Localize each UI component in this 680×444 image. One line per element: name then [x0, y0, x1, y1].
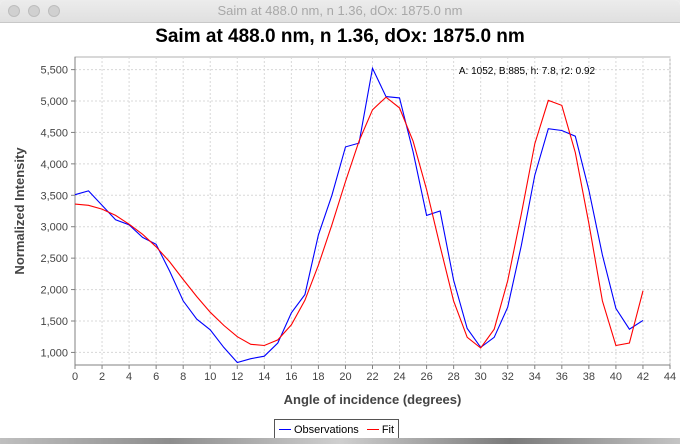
- legend-swatch-fit: [366, 429, 379, 430]
- x-tick-label: 38: [583, 371, 595, 383]
- x-tick-label: 14: [258, 371, 270, 383]
- legend-item-fit: Fit: [366, 423, 395, 436]
- x-tick-label: 40: [610, 371, 622, 383]
- x-tick-label: 16: [285, 371, 297, 383]
- x-tick-label: 20: [339, 371, 351, 383]
- legend-item-observations: Observations: [279, 424, 359, 436]
- minimize-window-button[interactable]: [28, 5, 40, 17]
- y-axis-label: Normalized Intensity: [12, 147, 27, 275]
- zoom-window-button[interactable]: [48, 5, 60, 17]
- y-tick-label: 2,500: [40, 253, 68, 265]
- title-bar: Saim at 488.0 nm, n 1.36, dOx: 1875.0 nm: [0, 0, 680, 23]
- desktop-background-strip: [0, 438, 680, 444]
- x-axis-label: Angle of incidence (degrees): [284, 392, 462, 407]
- y-tick-label: 1,500: [40, 316, 68, 328]
- x-tick-label: 12: [231, 371, 243, 383]
- legend-swatch-observations: [279, 429, 291, 430]
- x-tick-label: 30: [475, 371, 487, 383]
- legend-label-observations: Observations: [294, 423, 359, 436]
- x-tick-label: 32: [502, 371, 514, 383]
- window-title: Saim at 488.0 nm, n 1.36, dOx: 1875.0 nm: [217, 3, 463, 18]
- x-tick-label: 42: [637, 371, 649, 383]
- x-tick-label: 34: [529, 371, 541, 383]
- x-tick-label: 8: [180, 371, 186, 383]
- x-tick-label: 6: [153, 371, 159, 383]
- x-tick-label: 28: [448, 371, 460, 383]
- x-tick-label: 10: [204, 371, 216, 383]
- series-line-fit: [74, 96, 644, 349]
- y-tick-label: 3,500: [40, 190, 68, 202]
- y-tick-label: 4,500: [40, 127, 68, 139]
- close-window-button[interactable]: [8, 5, 20, 17]
- x-tick-label: 36: [556, 371, 568, 383]
- chart-title: Saim at 488.0 nm, n 1.36, dOx: 1875.0 nm: [155, 26, 525, 47]
- x-tick-label: 0: [72, 371, 78, 383]
- line-chart: 1,000 1,500 2,000 2,500 3,000 3,500 4,000 4,500…: [12, 26, 676, 407]
- x-tick-label: 44: [664, 371, 676, 383]
- x-tick-label: 4: [126, 371, 132, 383]
- x-tick-label: 26: [420, 371, 432, 383]
- fit-parameters-annotation: A: 1052, B:885, h: 7.8, r2: 0.92: [459, 66, 596, 77]
- x-tick-label: 22: [366, 371, 378, 383]
- chart-legend: Observations Fit: [274, 419, 400, 440]
- y-tick-label: 5,500: [40, 65, 68, 77]
- y-tick-label: 4,000: [40, 159, 68, 171]
- legend-label-fit: Fit: [381, 423, 395, 436]
- series-line-observations: [74, 66, 644, 364]
- y-tick-label: 2,000: [40, 285, 68, 297]
- x-tick-label: 18: [312, 371, 324, 383]
- y-tick-label: 1,000: [40, 347, 68, 359]
- y-tick-label: 3,000: [40, 222, 68, 234]
- y-tick-label: 5,000: [40, 96, 68, 108]
- x-tick-label: 24: [393, 371, 405, 383]
- x-tick-label: 2: [99, 371, 105, 383]
